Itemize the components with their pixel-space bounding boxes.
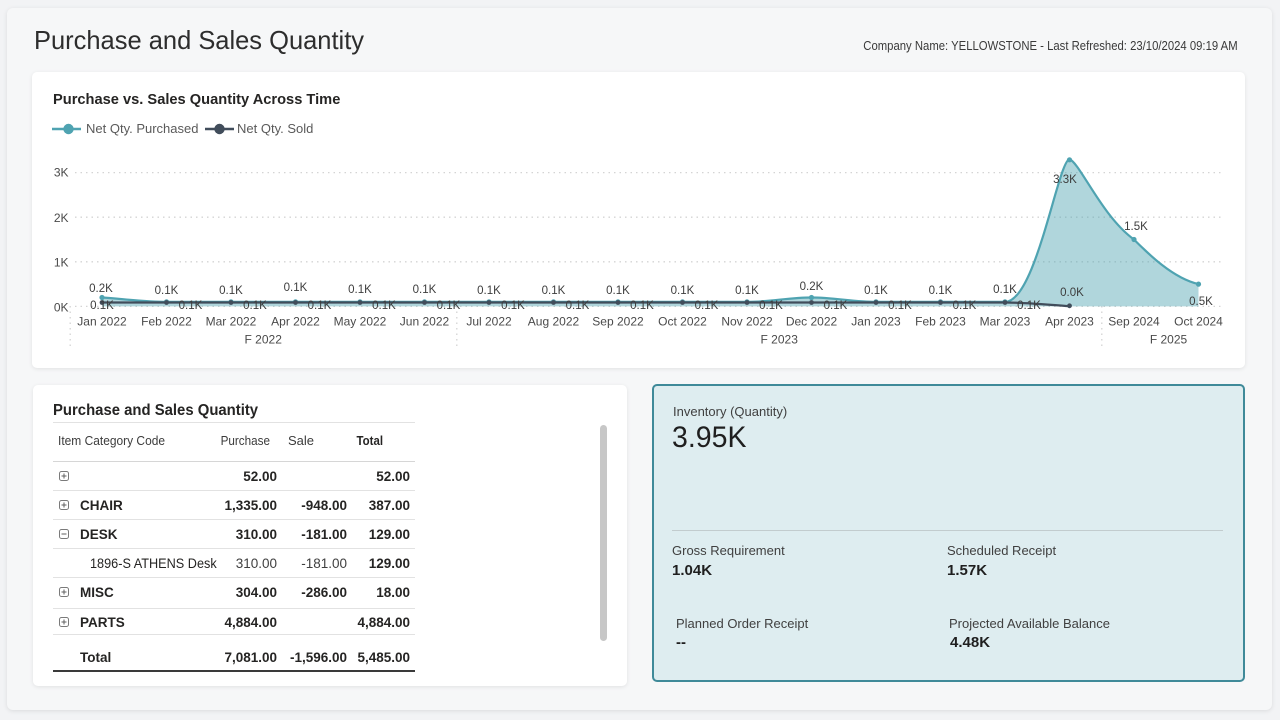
svg-text:Apr 2023: Apr 2023 [1045, 315, 1094, 329]
svg-text:2K: 2K [54, 211, 69, 225]
svg-text:0.1K: 0.1K [372, 300, 396, 312]
svg-text:0.1K: 0.1K [759, 300, 783, 312]
svg-text:0.1K: 0.1K [864, 285, 888, 297]
svg-text:0.1K: 0.1K [824, 300, 848, 312]
svg-text:0.1K: 0.1K [437, 300, 461, 312]
svg-text:F 2022: F 2022 [245, 333, 283, 347]
svg-text:0.1K: 0.1K [179, 300, 203, 312]
svg-text:Apr 2022: Apr 2022 [271, 315, 320, 329]
svg-text:0.1K: 0.1K [888, 300, 912, 312]
svg-text:0.1K: 0.1K [630, 300, 654, 312]
svg-text:0.1K: 0.1K [606, 285, 630, 297]
svg-text:0.1K: 0.1K [413, 284, 437, 296]
svg-text:Jan 2022: Jan 2022 [77, 315, 127, 329]
svg-text:Sep 2022: Sep 2022 [592, 315, 644, 329]
svg-text:Oct 2024: Oct 2024 [1174, 315, 1223, 329]
svg-text:0.1K: 0.1K [155, 285, 179, 297]
svg-text:May 2022: May 2022 [334, 315, 387, 329]
svg-text:F 2025: F 2025 [1150, 333, 1188, 347]
svg-text:0.2K: 0.2K [89, 283, 113, 295]
svg-text:0.1K: 0.1K [929, 285, 953, 297]
svg-text:0.1K: 0.1K [1017, 300, 1041, 312]
svg-text:1K: 1K [54, 256, 69, 270]
svg-text:0.1K: 0.1K [953, 300, 977, 312]
svg-text:0.1K: 0.1K [243, 300, 267, 312]
svg-text:Mar 2022: Mar 2022 [206, 315, 257, 329]
svg-text:0.1K: 0.1K [542, 285, 566, 297]
svg-text:Dec 2022: Dec 2022 [786, 315, 838, 329]
svg-text:Feb 2022: Feb 2022 [141, 315, 192, 329]
svg-text:3K: 3K [54, 166, 69, 180]
svg-text:Jun 2022: Jun 2022 [400, 315, 450, 329]
svg-text:0.1K: 0.1K [735, 285, 759, 297]
svg-text:Feb 2023: Feb 2023 [915, 315, 966, 329]
svg-text:0.1K: 0.1K [219, 285, 243, 297]
svg-text:0.1K: 0.1K [308, 300, 332, 312]
svg-text:0.1K: 0.1K [284, 282, 308, 294]
svg-text:3.3K: 3.3K [1053, 174, 1077, 186]
svg-text:0.1K: 0.1K [477, 285, 501, 297]
svg-text:0.1K: 0.1K [501, 300, 525, 312]
svg-text:0.1K: 0.1K [566, 300, 590, 312]
svg-text:1.5K: 1.5K [1124, 221, 1148, 233]
svg-text:Aug 2022: Aug 2022 [528, 315, 580, 329]
svg-text:F 2023: F 2023 [761, 333, 799, 347]
svg-text:0K: 0K [54, 301, 69, 315]
svg-text:0.1K: 0.1K [695, 300, 719, 312]
svg-text:0.1K: 0.1K [90, 300, 114, 312]
svg-text:0.2K: 0.2K [800, 281, 824, 293]
svg-text:Sep 2024: Sep 2024 [1108, 315, 1160, 329]
svg-text:Jan 2023: Jan 2023 [851, 315, 901, 329]
svg-text:Nov 2022: Nov 2022 [721, 315, 773, 329]
svg-text:Mar 2023: Mar 2023 [980, 315, 1031, 329]
svg-text:0.1K: 0.1K [671, 285, 695, 297]
svg-text:0.0K: 0.0K [1060, 287, 1084, 299]
svg-text:Jul 2022: Jul 2022 [466, 315, 512, 329]
svg-text:0.5K: 0.5K [1189, 296, 1213, 308]
svg-text:0.1K: 0.1K [993, 284, 1017, 296]
svg-text:Oct 2022: Oct 2022 [658, 315, 707, 329]
svg-text:0.1K: 0.1K [348, 284, 372, 296]
